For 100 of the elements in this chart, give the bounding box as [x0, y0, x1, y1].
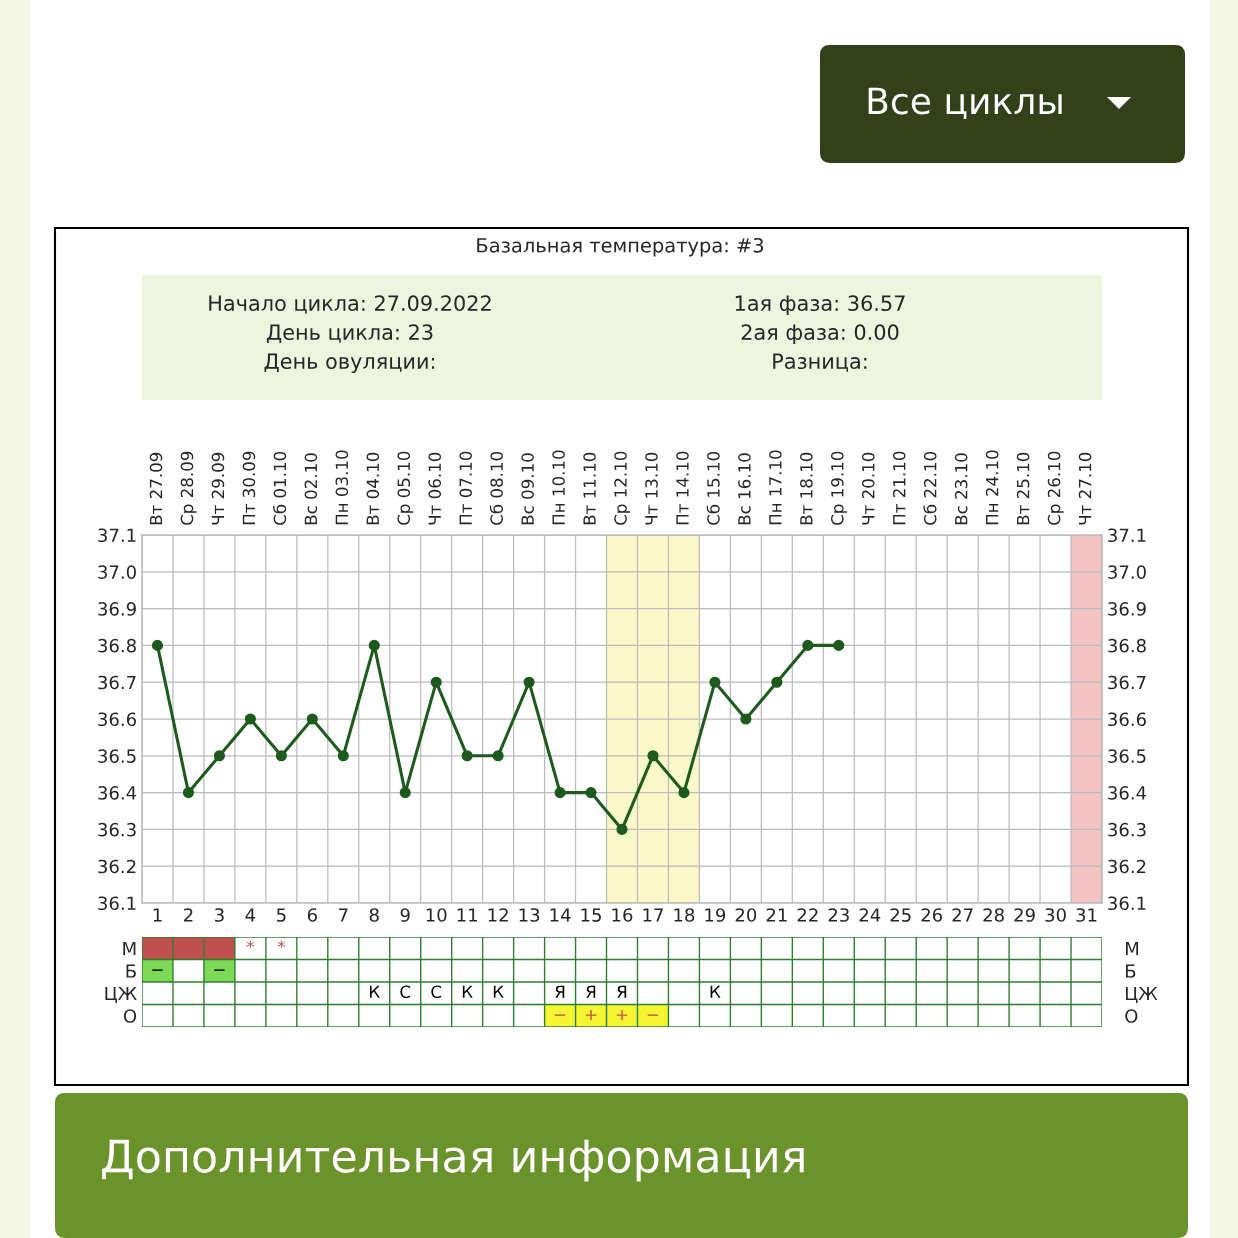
text: Разница:: [773, 353, 867, 372]
x-tick-label: 14: [550, 908, 571, 922]
y2-tick-label: 36.1: [1108, 896, 1146, 911]
point: [492, 750, 504, 762]
text: −: [554, 1014, 566, 1016]
text: Вс 02.10: [304, 453, 318, 525]
x-tick-label: 8: [369, 908, 379, 922]
text: Вт 04.10: [366, 452, 380, 525]
point: [802, 639, 814, 651]
x-tick-label: 1: [153, 908, 162, 922]
category-label: О: [1125, 1009, 1138, 1023]
text: К: [493, 985, 504, 998]
point: [647, 750, 659, 762]
y-tick-label: 36.2: [98, 859, 136, 874]
y-tick-label: 36.8: [98, 638, 136, 653]
y2-tick-label: 37.0: [1108, 565, 1146, 579]
point: [399, 787, 411, 799]
text: Вт 11.10: [583, 452, 596, 525]
x-tick-label: 19: [705, 908, 726, 922]
y-tick-label: 36.4: [98, 786, 137, 800]
y2-tick-label: 36.2: [1108, 859, 1146, 874]
category-label: Б: [1125, 964, 1136, 978]
point: [833, 639, 845, 651]
text: −: [152, 969, 163, 971]
category-label: Б: [126, 964, 136, 978]
text: Ср 28.09: [180, 451, 197, 525]
text: С: [400, 985, 411, 999]
text: Начало цикла: 27.09.2022: [209, 295, 491, 314]
x-tick-label: 11: [457, 908, 477, 922]
point: [244, 713, 256, 725]
text: День овуляции:: [264, 353, 435, 374]
x-tick-label: 25: [890, 908, 911, 922]
x-tick-label: 26: [921, 908, 943, 922]
x-tick-label: 17: [643, 908, 663, 922]
point: [182, 787, 195, 799]
text: Пт 07.10: [459, 451, 472, 525]
text: Чт 20.10: [861, 452, 875, 525]
point: [306, 713, 318, 725]
x-tick-label: 20: [735, 908, 757, 922]
point: [740, 713, 752, 725]
text: Ср 26.10: [1047, 451, 1064, 525]
x-tick-label: 10: [426, 908, 447, 922]
x-tick-label: 22: [797, 908, 818, 922]
text: Сб 08.10: [489, 451, 503, 525]
text: Сб 15.10: [706, 451, 720, 525]
x-tick-label: 7: [339, 908, 348, 922]
text: Пт 21.10: [892, 451, 906, 525]
x-tick-label: 30: [1045, 908, 1066, 922]
text: Чт 27.10: [1078, 452, 1092, 525]
x-tick-label: 9: [400, 908, 410, 922]
category-label: ЦЖ: [105, 986, 137, 1003]
x-tick-label: 5: [277, 908, 286, 922]
y2-tick-label: 36.6: [1108, 712, 1146, 727]
text: Пн 03.10: [335, 450, 349, 525]
point: [368, 639, 380, 651]
y2-tick-label: 36.8: [1108, 638, 1146, 653]
x-tick-label: 31: [1076, 908, 1097, 922]
text: Пт 30.09: [242, 451, 256, 525]
y-tick-label: 36.9: [98, 602, 136, 616]
point: [275, 750, 287, 762]
x-tick-label: 29: [1014, 908, 1035, 922]
point: [678, 787, 690, 799]
text: Чт 29.09: [211, 452, 225, 525]
text: С: [431, 985, 442, 999]
text: −: [647, 1014, 659, 1016]
y2-tick-label: 36.9: [1108, 602, 1146, 616]
x-tick-label: 28: [983, 908, 1004, 922]
text: 1ая фаза: 36.57: [735, 295, 905, 316]
text: +: [616, 1009, 628, 1021]
x-tick-label: 4: [245, 908, 256, 922]
point: [523, 676, 535, 688]
x-tick-label: 16: [612, 908, 633, 922]
text: Вт 27.09: [149, 452, 163, 525]
text: Пт 14.10: [676, 451, 689, 525]
y2-tick-label: 37.1: [1108, 528, 1146, 543]
y2-tick-label: 36.3: [1108, 822, 1146, 837]
x-tick-label: 6: [307, 908, 317, 922]
point: [585, 787, 597, 799]
y-tick-label: 36.1: [98, 896, 136, 911]
text: Чт 06.10: [428, 452, 442, 525]
text: Я: [617, 985, 627, 998]
text: *: [277, 940, 286, 949]
category-label: О: [123, 1009, 137, 1023]
text: Пн 24.10: [985, 450, 999, 525]
text: К: [710, 985, 721, 998]
x-tick-label: 2: [184, 908, 193, 922]
point: [616, 823, 628, 835]
category-label: ЦЖ: [1125, 986, 1158, 1003]
text: Вс 09.10: [521, 453, 534, 525]
y2-tick-label: 36.5: [1108, 749, 1146, 763]
text: Чт 13.10: [645, 452, 658, 525]
text: Ср 12.10: [614, 451, 631, 525]
text: Вс 16.10: [738, 453, 751, 525]
text: Ср 05.10: [397, 451, 414, 525]
text: Вт 18.10: [800, 452, 813, 525]
x-tick-label: 12: [488, 908, 508, 922]
text: К: [369, 985, 380, 998]
x-tick-label: 15: [581, 908, 601, 922]
text: Вс 23.10: [954, 453, 968, 525]
x-tick-label: 3: [215, 908, 224, 922]
